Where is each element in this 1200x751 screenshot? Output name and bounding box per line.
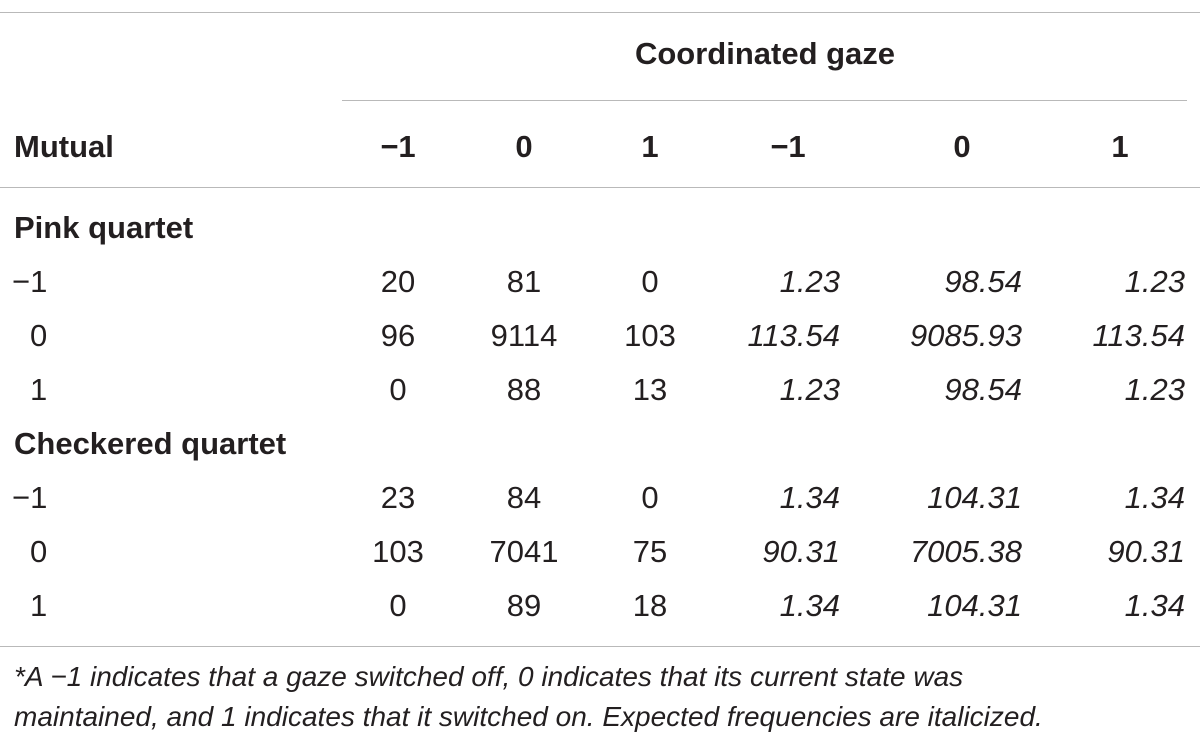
column-label: 0	[953, 129, 971, 164]
expected-cell: 98.54	[944, 372, 1022, 407]
expected-cell: 9085.93	[909, 318, 1022, 353]
observed-cell: 81	[506, 264, 542, 299]
column-label: 0	[515, 129, 533, 164]
expected-cell: 1.23	[779, 372, 840, 407]
expected-cell: 1.23	[779, 264, 840, 299]
observed-cell: 13	[632, 372, 668, 407]
expected-cell: 1.34	[779, 480, 840, 515]
observed-cell: 7041	[489, 534, 559, 569]
observed-cell: 96	[380, 318, 416, 353]
expected-cell: 104.31	[927, 588, 1022, 623]
row-header: Mutual	[14, 129, 114, 164]
observed-cell: 0	[389, 588, 407, 623]
observed-cell: 23	[380, 480, 416, 515]
header-bottom-rule	[0, 187, 1200, 188]
section-title: Pink quartet	[14, 210, 194, 245]
column-label: −1	[770, 129, 806, 164]
expected-cell: 104.31	[927, 480, 1022, 515]
observed-cell: 0	[641, 480, 659, 515]
row-label: 0	[30, 318, 48, 353]
observed-cell: 0	[641, 264, 659, 299]
observed-cell: 88	[506, 372, 542, 407]
table-footnote-line: *A −1 indicates that a gaze switched off…	[14, 661, 964, 692]
row-label: 1	[30, 372, 48, 407]
expected-cell: 1.23	[1124, 264, 1185, 299]
top-rule	[0, 12, 1200, 13]
row-label: −1	[12, 480, 48, 515]
observed-cell: 0	[389, 372, 407, 407]
table-footnote-line: maintained, and 1 indicates that it swit…	[14, 701, 1043, 732]
group-header: Coordinated gaze	[634, 36, 896, 71]
observed-cell: 75	[632, 534, 668, 569]
observed-cell: 20	[380, 264, 416, 299]
column-label: 1	[1111, 129, 1129, 164]
group-header-rule	[342, 100, 1187, 101]
observed-cell: 103	[372, 534, 424, 569]
observed-cell: 9114	[490, 318, 558, 353]
row-label: 0	[30, 534, 48, 569]
observed-cell: 103	[624, 318, 676, 353]
expected-cell: 98.54	[944, 264, 1022, 299]
observed-cell: 18	[632, 588, 668, 623]
column-label: 1	[641, 129, 659, 164]
observed-cell: 84	[506, 480, 542, 515]
expected-cell: 1.34	[1124, 480, 1185, 515]
expected-cell: 113.54	[747, 318, 840, 353]
expected-cell: 1.34	[779, 588, 840, 623]
observed-cell: 89	[506, 588, 542, 623]
expected-cell: 7005.38	[909, 534, 1022, 569]
column-label: −1	[380, 129, 416, 164]
footnote-rule	[0, 646, 1200, 647]
expected-cell: 1.23	[1124, 372, 1185, 407]
expected-cell: 90.31	[1107, 534, 1185, 569]
expected-cell: 1.34	[1124, 588, 1185, 623]
section-title: Checkered quartet	[14, 426, 287, 461]
expected-cell: 90.31	[762, 534, 840, 569]
row-label: −1	[12, 264, 48, 299]
expected-cell: 113.54	[1092, 318, 1185, 353]
row-label: 1	[30, 588, 48, 623]
